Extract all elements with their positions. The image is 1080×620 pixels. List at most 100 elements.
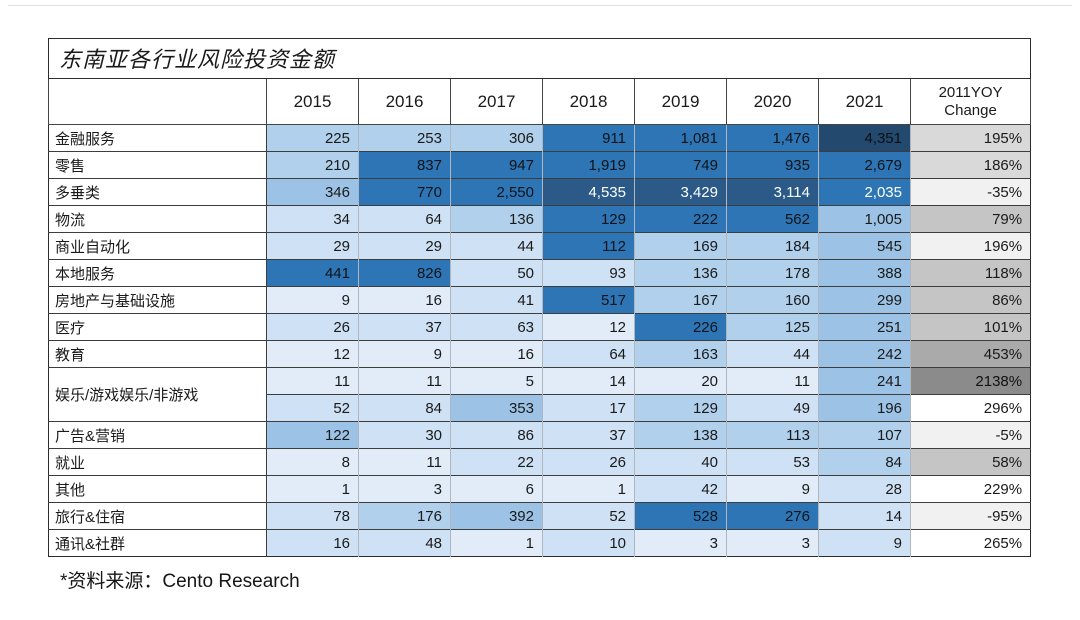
table-row: 其他 1 3 6 1 42 9 28 229% (48, 475, 1031, 503)
value-cell: 241 (818, 367, 911, 395)
column-header-2018: 2018 (542, 78, 635, 125)
table-row: 教育 12 9 16 64 163 44 242 453% (48, 340, 1031, 368)
yoy-cell: 86% (910, 286, 1031, 314)
value-cell: 136 (450, 205, 543, 233)
table-row: 多垂类 346 770 2,550 4,535 3,429 3,114 2,035 -35% (48, 178, 1031, 206)
row-label: 房地产与基础设施 (48, 286, 267, 314)
value-cell: 14 (542, 367, 635, 395)
value-cell: 29 (358, 232, 451, 260)
value-cell: 34 (266, 205, 359, 233)
value-cell: 122 (266, 421, 359, 449)
table-row: 物流 34 64 136 129 222 562 1,005 79% (48, 205, 1031, 233)
row-label: 金融服务 (48, 124, 267, 152)
value-cell: 9 (266, 286, 359, 314)
value-cell: 26 (542, 448, 635, 476)
row-label: 医疗 (48, 313, 267, 341)
value-cell: 353 (450, 394, 543, 422)
value-cell: 3 (358, 475, 451, 503)
corner-cell (48, 78, 267, 125)
value-cell: 11 (266, 367, 359, 395)
table-row: 零售 210 837 947 1,919 749 935 2,679 186% (48, 151, 1031, 179)
row-label: 物流 (48, 205, 267, 233)
value-cell: 562 (726, 205, 819, 233)
table-row: 房地产与基础设施 9 16 41 517 167 160 299 86% (48, 286, 1031, 314)
value-cell: 3,114 (726, 178, 819, 206)
value-cell: 64 (358, 205, 451, 233)
value-cell: 44 (726, 340, 819, 368)
value-cell: 11 (358, 367, 451, 395)
investment-table-container: 东南亚各行业风险投资金额 2015 2016 2017 2018 2019 2020 202… (47, 38, 1032, 557)
value-cell: 749 (634, 151, 727, 179)
value-cell: 52 (266, 394, 359, 422)
yoy-cell: 453% (910, 340, 1031, 368)
value-cell: 93 (542, 259, 635, 287)
value-cell: 178 (726, 259, 819, 287)
value-cell: 86 (450, 421, 543, 449)
value-cell: 41 (450, 286, 543, 314)
row-label: 教育 (48, 340, 267, 368)
value-cell: 6 (450, 475, 543, 503)
value-cell: 2,550 (450, 178, 543, 206)
value-cell: 306 (450, 124, 543, 152)
table-row: 广告&营销 122 30 86 37 138 113 107 -5% (48, 421, 1031, 449)
row-label: 通讯&社群 (48, 529, 267, 557)
value-cell: 911 (542, 124, 635, 152)
value-cell: 8 (266, 448, 359, 476)
value-cell: 49 (726, 394, 819, 422)
column-header-2020: 2020 (726, 78, 819, 125)
value-cell: 196 (818, 394, 911, 422)
value-cell: 176 (358, 502, 451, 530)
value-cell: 837 (358, 151, 451, 179)
value-cell: 125 (726, 313, 819, 341)
value-cell: 2,679 (818, 151, 911, 179)
table-row: 就业 8 11 22 26 40 53 84 58% (48, 448, 1031, 476)
value-cell: 3 (726, 529, 819, 557)
value-cell: 184 (726, 232, 819, 260)
table-row: 金融服务 225 253 306 911 1,081 1,476 4,351 195% (48, 124, 1031, 152)
value-cell: 251 (818, 313, 911, 341)
value-cell: 129 (542, 205, 635, 233)
value-cell: 1 (542, 475, 635, 503)
column-header-2016: 2016 (358, 78, 451, 125)
value-cell: 16 (450, 340, 543, 368)
value-cell: 107 (818, 421, 911, 449)
value-cell: 12 (266, 340, 359, 368)
value-cell: 9 (818, 529, 911, 557)
value-cell: 129 (634, 394, 727, 422)
value-cell: 136 (634, 259, 727, 287)
value-cell: 5 (450, 367, 543, 395)
value-cell: 78 (266, 502, 359, 530)
yoy-cell: 186% (910, 151, 1031, 179)
value-cell: 9 (358, 340, 451, 368)
yoy-cell: 229% (910, 475, 1031, 503)
value-cell: 20 (634, 367, 727, 395)
value-cell: 11 (358, 448, 451, 476)
value-cell: 392 (450, 502, 543, 530)
investment-table: 东南亚各行业风险投资金额 2015 2016 2017 2018 2019 2020 202… (47, 38, 1032, 557)
column-header-2017: 2017 (450, 78, 543, 125)
yoy-cell: 296% (910, 394, 1031, 422)
value-cell: 11 (726, 367, 819, 395)
row-label: 商业自动化 (48, 232, 267, 260)
yoy-cell: 2138% (910, 367, 1031, 395)
value-cell: 44 (450, 232, 543, 260)
value-cell: 26 (266, 313, 359, 341)
value-cell: 1,476 (726, 124, 819, 152)
value-cell: 935 (726, 151, 819, 179)
value-cell: 64 (542, 340, 635, 368)
value-cell: 517 (542, 286, 635, 314)
row-label: 本地服务 (48, 259, 267, 287)
value-cell: 826 (358, 259, 451, 287)
top-divider (8, 5, 1072, 6)
table-row: 娱乐/游戏娱乐/非游戏 11 11 5 14 20 11 241 2138% (48, 367, 1031, 422)
table-row: 医疗 26 37 63 12 226 125 251 101% (48, 313, 1031, 341)
value-cell: 30 (358, 421, 451, 449)
row-label: 其他 (48, 475, 267, 503)
yoy-cell: 58% (910, 448, 1031, 476)
row-label: 多垂类 (48, 178, 267, 206)
value-cell: 28 (818, 475, 911, 503)
value-cell: 50 (450, 259, 543, 287)
value-cell: 167 (634, 286, 727, 314)
row-label: 广告&营销 (48, 421, 267, 449)
value-cell: 545 (818, 232, 911, 260)
